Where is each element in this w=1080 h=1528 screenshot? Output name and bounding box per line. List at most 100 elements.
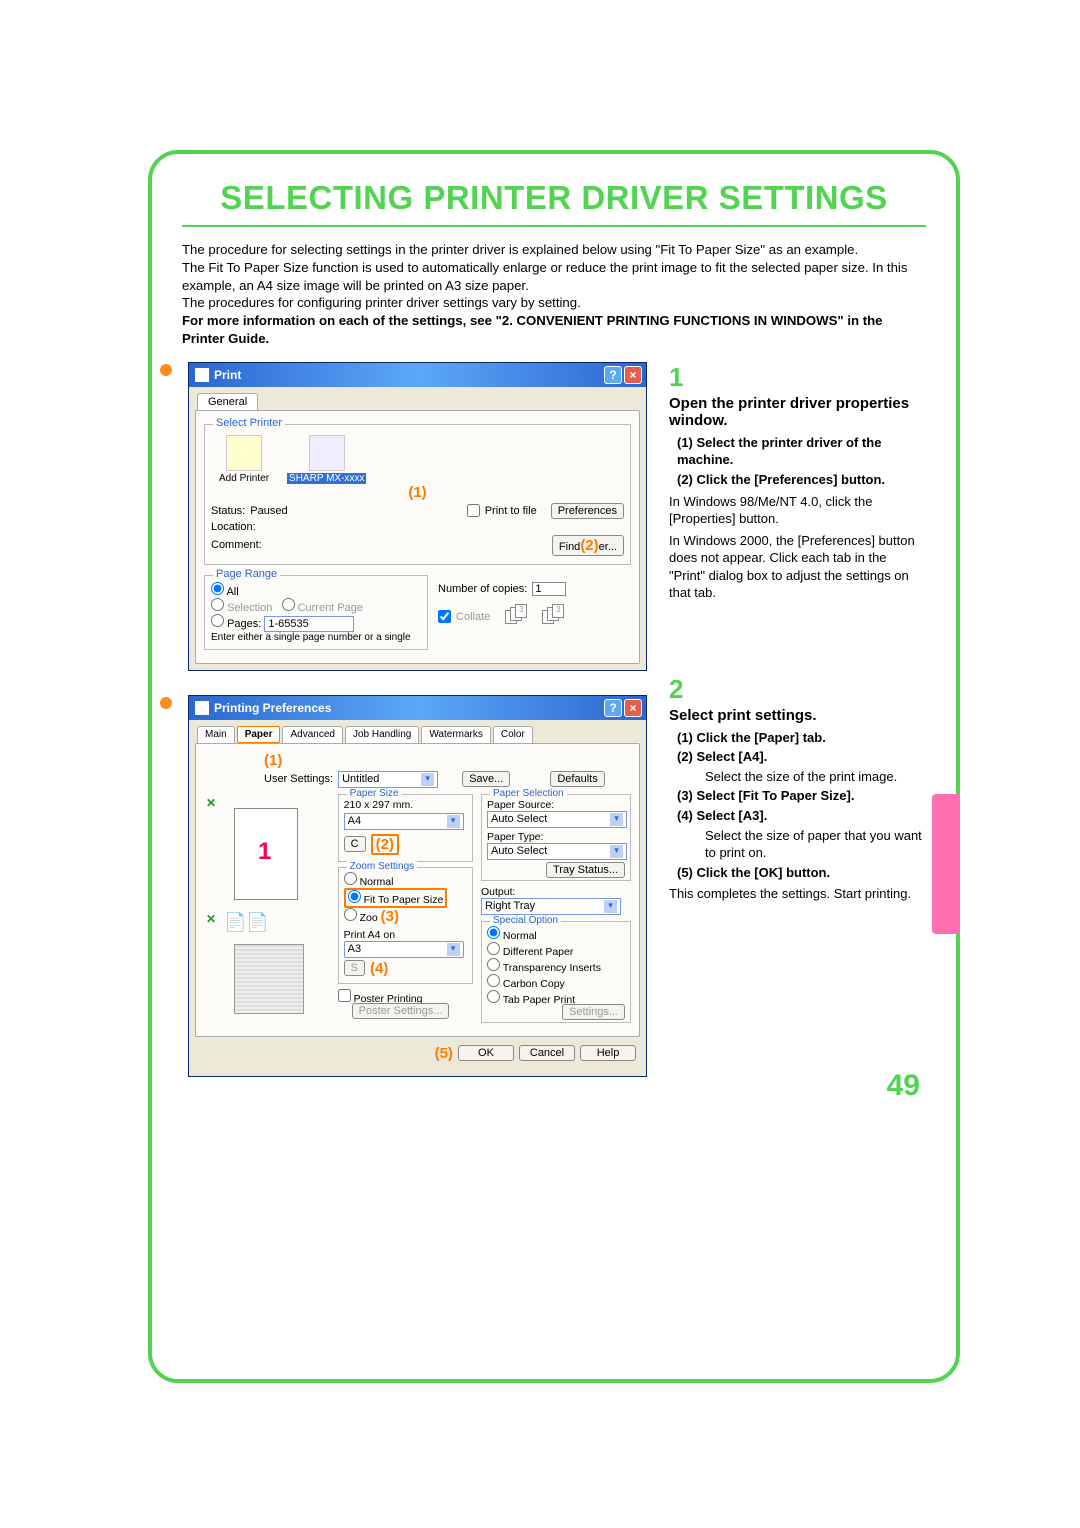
sp-carbon-radio[interactable]: Carbon Copy — [487, 974, 625, 990]
add-printer-item[interactable]: Add Printer — [219, 435, 269, 484]
select-printer-legend: Select Printer — [213, 417, 285, 429]
cancel-button[interactable]: Cancel — [519, 1045, 575, 1061]
step1-body: In Windows 98/Me/NT 4.0, click the [Prop… — [669, 493, 926, 528]
step-title: Select print settings. — [669, 707, 926, 724]
step2-item: (5) Click the [OK] button. — [677, 864, 926, 882]
paper-selection-legend: Paper Selection — [490, 788, 567, 799]
all-label: All — [226, 586, 238, 598]
help-button[interactable]: Help — [580, 1045, 636, 1061]
step1-body: In Windows 2000, the [Preferences] butto… — [669, 532, 926, 602]
normal-radio[interactable]: Normal — [344, 872, 467, 888]
ok-button[interactable]: OK — [458, 1045, 514, 1061]
help-icon[interactable]: ? — [604, 366, 622, 384]
current-page-label: Current Page — [298, 602, 363, 614]
callout-2b: (2) — [371, 834, 399, 855]
all-radio[interactable]: All — [211, 582, 421, 598]
poster-settings-button[interactable]: Poster Settings... — [352, 1003, 450, 1019]
page-range-legend: Page Range — [213, 568, 280, 580]
fit-radio[interactable]: Fit To Paper Size — [344, 888, 448, 908]
collate-icon: 123 — [538, 606, 564, 628]
step2-desc: Select the size of the print image. — [705, 768, 926, 786]
printer-item[interactable]: SHARP MX-xxxx — [287, 435, 366, 484]
dialog-title: Printing Preferences — [214, 701, 331, 715]
save-button[interactable]: Save... — [462, 771, 510, 787]
tray-status-button[interactable]: Tray Status... — [546, 862, 625, 878]
tab-job[interactable]: Job Handling — [345, 726, 419, 743]
paper-type-label: Paper Type: — [487, 831, 625, 843]
paper-size-combo[interactable]: A4▾ — [344, 813, 464, 830]
collate-checkbox[interactable] — [438, 610, 451, 623]
close-icon[interactable]: × — [624, 366, 642, 384]
status-value: Paused — [250, 505, 287, 517]
print-to-file-label: Print to file — [485, 505, 537, 517]
step1-item: (1) Select the printer driver of the mac… — [677, 434, 926, 469]
tab-color[interactable]: Color — [493, 726, 533, 743]
paper-size-legend: Paper Size — [347, 788, 402, 799]
titlebar: Printing Preferences ? × — [189, 696, 646, 720]
printer-name: SHARP MX-xxxx — [287, 473, 366, 484]
close-icon[interactable]: × — [624, 699, 642, 717]
settings-button[interactable]: S — [344, 960, 365, 976]
zoom-radio[interactable]: Zoo (3) — [344, 908, 467, 925]
callout-3: (3) — [381, 908, 399, 925]
find-button[interactable]: Find(2)er... — [552, 535, 624, 556]
output-combo[interactable]: Right Tray▾ — [481, 898, 621, 915]
collate-icon: 123 — [501, 606, 527, 628]
print-to-file-checkbox[interactable] — [467, 504, 480, 517]
preview-pane: ✕ 1 ✕ 📄📄 — [204, 794, 330, 1024]
help-icon[interactable]: ? — [604, 699, 622, 717]
pages-radio[interactable]: Pages: — [211, 614, 421, 632]
step2-item: (1) Click the [Paper] tab. — [677, 729, 926, 747]
callout-5: (5) — [435, 1045, 453, 1062]
step2-body: This completes the settings. Start print… — [669, 885, 926, 903]
copier-icon — [234, 944, 304, 1014]
pages-input[interactable] — [264, 616, 354, 632]
print-on-combo[interactable]: A3▾ — [344, 941, 464, 958]
step-2: 2 Select print settings. (1) Click the [… — [669, 674, 926, 903]
page-title: SELECTING PRINTER DRIVER SETTINGS — [182, 179, 926, 217]
tab-advanced[interactable]: Advanced — [282, 726, 342, 743]
preferences-dialog: Printing Preferences ? × Main Paper — [188, 695, 647, 1077]
intro-text: The procedure for selecting settings in … — [182, 241, 926, 348]
print-on-label: Print A4 on — [344, 929, 467, 941]
sp-diff-radio[interactable]: Different Paper — [487, 942, 625, 958]
titlebar: Print ? × — [189, 363, 646, 387]
paper-source-label: Paper Source: — [487, 799, 625, 811]
step2-item: (3) Select [Fit To Paper Size]. — [677, 787, 926, 805]
dialog-title: Print — [214, 368, 241, 382]
custom-button[interactable]: C — [344, 836, 366, 852]
tab-paper[interactable]: Paper — [237, 726, 281, 743]
paper-dim: 210 x 297 mm. — [344, 799, 467, 811]
sp-normal-radio[interactable]: Normal — [487, 926, 625, 942]
print-dialog: Print ? × General Select Pri — [188, 362, 647, 671]
page-number: 49 — [887, 1069, 920, 1103]
copies-spinner[interactable]: 1 — [532, 582, 566, 596]
bullet-icon — [160, 697, 172, 709]
defaults-button[interactable]: Defaults — [550, 771, 604, 787]
step-number: 1 — [669, 362, 926, 393]
selection-radio[interactable]: Selection Current Page — [211, 598, 421, 614]
sp-settings-button[interactable]: Settings... — [562, 1004, 625, 1020]
paper-type-combo[interactable]: Auto Select▾ — [487, 843, 627, 860]
bullet-icon — [160, 364, 172, 376]
special-option-legend: Special Option — [490, 915, 561, 926]
intro-p4: For more information on each of the sett… — [182, 312, 926, 348]
intro-p3: The procedures for configuring printer d… — [182, 294, 926, 312]
user-settings-combo[interactable]: Untitled▾ — [338, 771, 438, 788]
step1-item: (2) Click the [Preferences] button. — [677, 471, 926, 489]
status-label: Status: — [211, 505, 245, 517]
tab-general[interactable]: General — [197, 393, 258, 410]
preview-number: 1 — [258, 838, 271, 866]
tab-main[interactable]: Main — [197, 726, 235, 743]
step-1: 1 Open the printer driver properties win… — [669, 362, 926, 602]
callout-1: (1) — [211, 484, 624, 501]
callout-1b: (1) — [264, 752, 631, 769]
preferences-button[interactable]: Preferences — [551, 503, 624, 519]
sp-trans-radio[interactable]: Transparency Inserts — [487, 958, 625, 974]
add-printer-label: Add Printer — [219, 473, 269, 484]
tab-watermarks[interactable]: Watermarks — [421, 726, 491, 743]
collate-label: Collate — [456, 611, 490, 623]
paper-source-combo[interactable]: Auto Select▾ — [487, 811, 627, 828]
underline — [182, 225, 926, 227]
step2-desc: Select the size of paper that you want t… — [705, 827, 926, 862]
